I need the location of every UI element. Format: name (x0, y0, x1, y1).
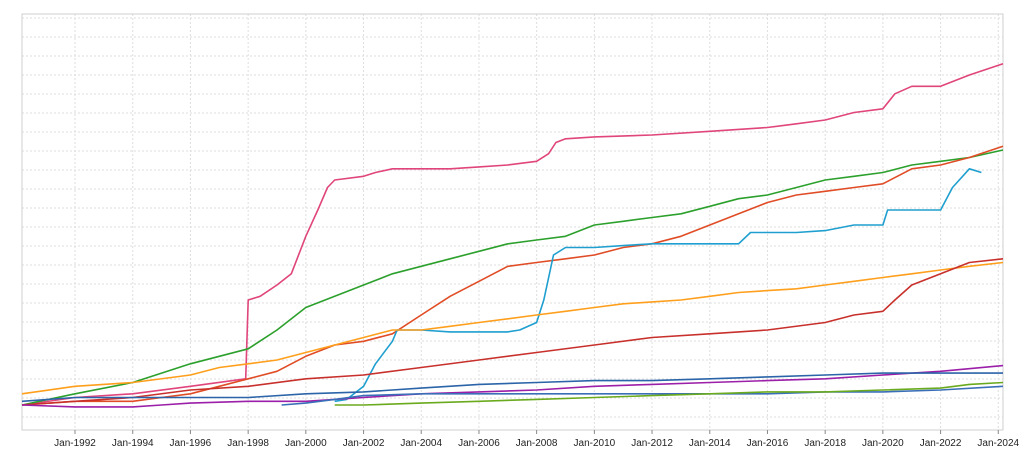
x-tick-label: Jan-2000 (285, 438, 327, 449)
x-tick-label: Jan-2006 (458, 438, 500, 449)
x-tick-label: Jan-2004 (400, 438, 442, 449)
x-tick-label: Jan-2002 (343, 438, 385, 449)
series-line-9 (281, 385, 1004, 406)
series-line-2 (21, 149, 1004, 406)
x-tick-label: Jan-1996 (170, 438, 212, 449)
x-tick-label: Jan-2012 (631, 438, 673, 449)
x-tick-label: Jan-1992 (54, 438, 96, 449)
x-tick-label: Jan-2010 (574, 438, 616, 449)
series-line-3 (21, 145, 1004, 406)
x-tick-label: Jan-2022 (920, 438, 962, 449)
series-line-5 (21, 261, 1004, 395)
series-line-7 (21, 364, 1004, 408)
series-line-6 (21, 258, 1004, 406)
x-tick-label: Jan-2018 (804, 438, 846, 449)
plot-frame (21, 13, 1004, 431)
x-tick-label: Jan-2024 (977, 438, 1019, 449)
x-tick-label: Jan-2014 (689, 438, 731, 449)
x-tick-label: Jan-2016 (747, 438, 789, 449)
x-axis: Jan-1992 Jan-1994 Jan-1996 Jan-1998 Jan-2000… (54, 430, 1020, 449)
x-tick-label: Jan-2020 (862, 438, 904, 449)
grid (21, 13, 1004, 431)
x-tick-label: Jan-1998 (227, 438, 269, 449)
series-line-10 (334, 381, 1004, 406)
series-line-1 (21, 63, 1004, 406)
x-tick-label: Jan-1994 (112, 438, 154, 449)
x-tick-label: Jan-2008 (516, 438, 558, 449)
series-line-8 (21, 372, 1003, 403)
series-group (21, 63, 1004, 408)
